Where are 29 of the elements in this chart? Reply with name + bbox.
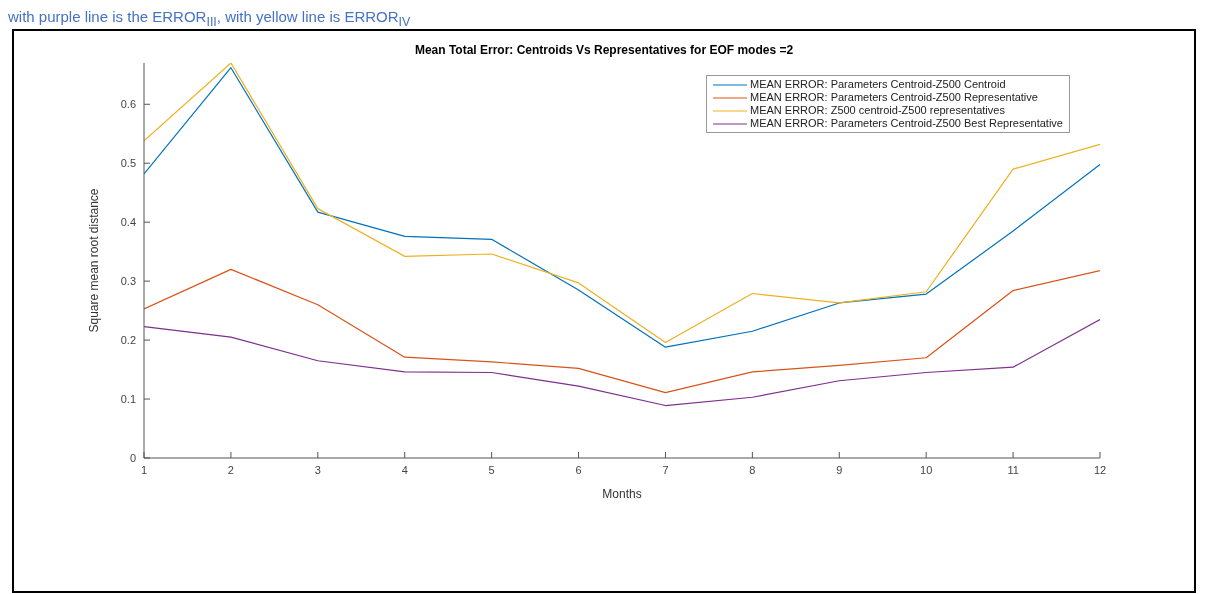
x-tick-label: 9: [836, 463, 843, 476]
x-tick-label: 10: [920, 463, 933, 476]
x-tick-label: 4: [401, 463, 408, 476]
x-tick-label: 2: [227, 463, 234, 476]
x-tick-label: 11: [1007, 463, 1019, 476]
y-axis-title: Square mean root distance: [87, 188, 102, 333]
x-tick-label: 6: [575, 463, 582, 476]
x-tick-label: 12: [1093, 463, 1107, 476]
y-tick-label: 0.4: [120, 216, 136, 229]
text: with purple line is the ERROR$_{III}$, with yellow line is ERROR$_{IV}$: [8, 8, 411, 29]
x-tick-label: 7: [662, 463, 669, 476]
y-tick-label: 0: [129, 451, 136, 464]
legend-label: MEAN ERROR: Parameters Centroid-Z500 Representative: [749, 91, 1038, 104]
chart-title: Mean Total Error: Centroids Vs Representatives for EOF modes =2: [413, 43, 795, 57]
y-tick-label: 0.3: [120, 275, 136, 288]
y-tick-label: 0.5: [120, 157, 136, 170]
line-series: [144, 318, 1100, 407]
legend-label: MEAN ERROR: Parameters Centroid-Z500 Centroid: [749, 78, 1006, 91]
x-tick-label: 1: [140, 463, 148, 476]
y-tick-label: 0.2: [120, 333, 136, 346]
line-series: [144, 268, 1100, 394]
y-tick-label: 0.6: [120, 98, 136, 111]
x-tick-label: 5: [488, 463, 495, 476]
legend-label: MEAN ERROR: Z500 centroid-Z500 representatives: [749, 104, 1005, 117]
legend-label: MEAN ERROR: Parameters Centroid-Z500 Best Representative: [749, 117, 1063, 130]
x-tick-label: 3: [314, 463, 321, 476]
x-axis-title: Months: [602, 487, 642, 501]
y-tick-label: 0.1: [120, 392, 136, 405]
x-tick-label: 8: [749, 463, 756, 476]
